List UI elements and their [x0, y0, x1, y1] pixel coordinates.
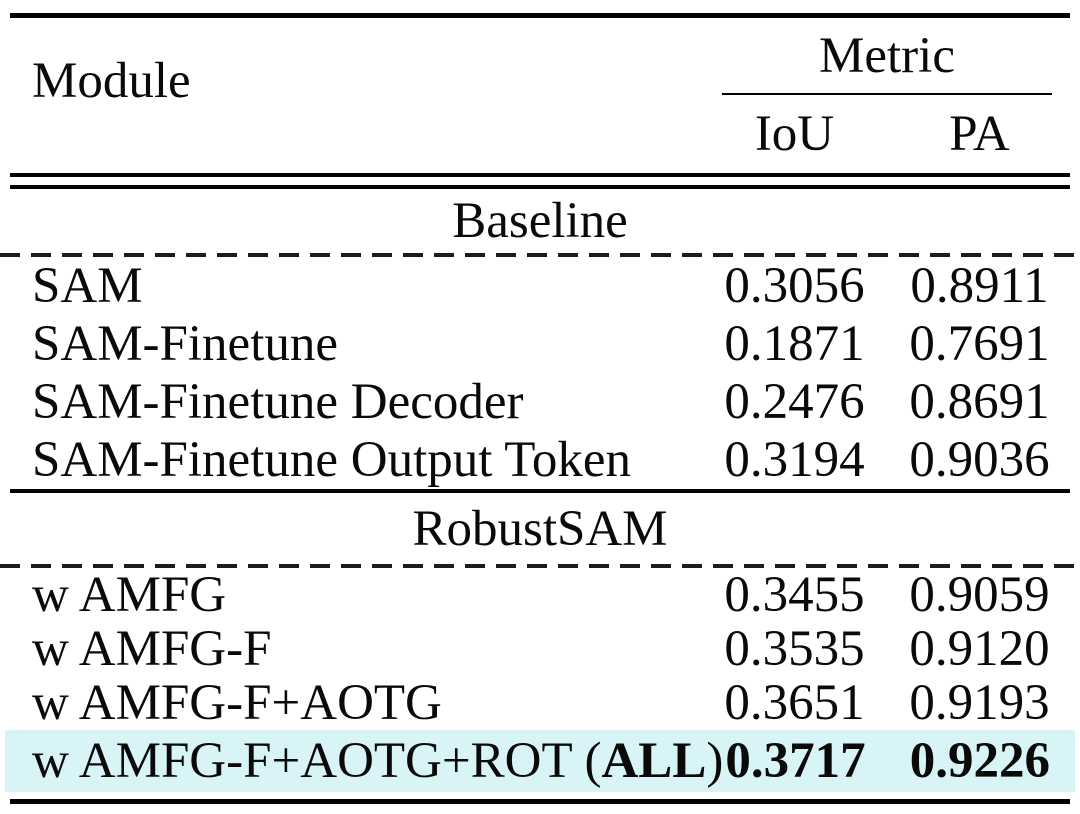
iou-cell: 0.3194 — [724, 431, 865, 488]
table-row: w AMFG-F+AOTG 0.3651 0.9193 — [0, 676, 1080, 730]
table-row: SAM 0.3056 0.8911 — [0, 257, 1080, 315]
pa-cell: 0.9120 — [909, 620, 1050, 677]
table-header: Module Metric IoU PA — [0, 18, 1080, 173]
module-cell: w AMFG-F+AOTG — [32, 674, 442, 731]
metric-group-header: Metric — [819, 27, 955, 84]
robustsam-dashed-rule — [0, 564, 1080, 568]
iou-cell: 0.3717 — [725, 732, 866, 789]
iou-cell: 0.3455 — [724, 566, 865, 623]
pa-cell: 0.8691 — [909, 373, 1050, 430]
iou-column-header: IoU — [754, 106, 835, 162]
table-row: w AMFG 0.3455 0.9059 — [0, 568, 1080, 622]
iou-cell: 0.3651 — [724, 674, 865, 731]
module-label-suffix: ) — [706, 732, 724, 789]
module-column-header: Module — [0, 18, 722, 173]
table-row: SAM-Finetune 0.1871 0.7691 — [0, 315, 1080, 373]
pa-cell: 0.8911 — [910, 257, 1049, 314]
module-label-prefix: w AMFG-F+AOTG+ROT ( — [32, 732, 602, 789]
module-cell: w AMFG — [32, 566, 227, 623]
table-row: w AMFG-F 0.3535 0.9120 — [0, 622, 1080, 676]
bottom-rule — [10, 799, 1070, 804]
top-rule — [10, 13, 1070, 18]
module-cell: w AMFG-F+AOTG+ROT (ALL) — [32, 732, 724, 789]
pa-cell: 0.9036 — [909, 431, 1050, 488]
baseline-dashed-rule — [0, 253, 1080, 257]
iou-cell: 0.1871 — [724, 315, 865, 372]
module-cell: SAM-Finetune Output Token — [32, 431, 631, 488]
metric-subheaders: IoU PA — [722, 95, 1052, 173]
pa-cell: 0.9226 — [909, 732, 1050, 789]
module-column-header-label: Module — [32, 52, 191, 109]
header-double-rule — [10, 173, 1070, 189]
iou-cell: 0.2476 — [724, 373, 865, 430]
module-cell: SAM — [32, 257, 143, 314]
pa-cell: 0.9059 — [909, 566, 1050, 623]
section-title-baseline: Baseline — [452, 193, 628, 249]
pa-cell: 0.9193 — [909, 674, 1050, 731]
module-label-emphasis: ALL — [601, 732, 707, 789]
iou-cell: 0.3535 — [724, 620, 865, 677]
pa-column-header: PA — [949, 106, 1010, 162]
module-cell: w AMFG-F — [32, 620, 272, 677]
table-row: SAM-Finetune Output Token 0.3194 0.9036 — [0, 431, 1080, 489]
module-cell: SAM-Finetune — [32, 315, 338, 372]
module-cell: SAM-Finetune Decoder — [32, 373, 524, 430]
table-row-highlighted: w AMFG-F+AOTG+ROT (ALL) 0.3717 0.9226 — [5, 730, 1075, 792]
pa-cell: 0.7691 — [909, 315, 1050, 372]
table-row: SAM-Finetune Decoder 0.2476 0.8691 — [0, 373, 1080, 431]
metric-group-rule — [722, 93, 1052, 95]
section-title-robustsam: RobustSAM — [412, 500, 668, 557]
bottom-spacer — [0, 792, 1080, 799]
metric-column-group: Metric IoU PA — [722, 18, 1080, 173]
section-divider-rule — [10, 489, 1070, 493]
iou-cell: 0.3056 — [724, 257, 865, 314]
